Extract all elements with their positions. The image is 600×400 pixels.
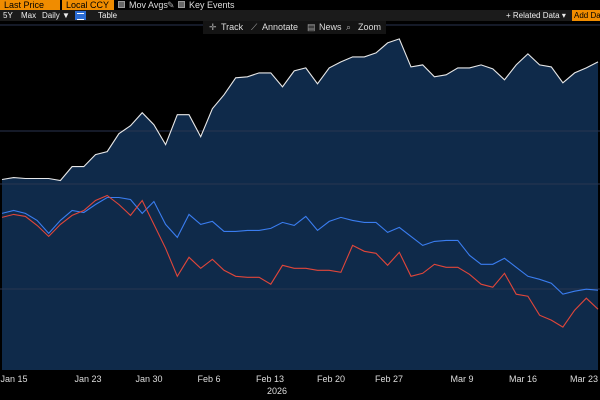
annotate-button[interactable]: Annotate: [262, 22, 299, 32]
chart-tool-strip: ✛ Track ⟋ Annotate ▤ News ⌕ Zoom: [203, 21, 386, 34]
pencil-icon[interactable]: ✎: [167, 0, 175, 10]
x-axis-year-label: 2026: [266, 386, 288, 396]
price-field-select[interactable]: Last Price: [0, 0, 60, 10]
key-events-checkbox[interactable]: [178, 1, 185, 8]
series-line-2: [1, 196, 599, 295]
news-button[interactable]: News: [319, 22, 342, 32]
crosshair-icon[interactable]: ✛: [209, 22, 217, 32]
table-button[interactable]: Table: [98, 11, 118, 20]
top-toolbar: Last Price Local CCY Mov Avgs ✎ Key Even…: [0, 0, 600, 10]
x-tick-label: Mar 16: [508, 374, 538, 384]
x-tick-label: Jan 30: [135, 374, 163, 384]
zoom-icon[interactable]: ⌕: [346, 22, 352, 32]
x-tick-label: Mar 23: [569, 374, 599, 384]
range-toolbar: 5Y Max Daily ▼ Table + Related Data ▾ Ad…: [0, 10, 600, 21]
x-tick-label: Feb 27: [374, 374, 404, 384]
series-line-3: [1, 194, 599, 328]
mov-avgs-label: Mov Avgs: [129, 0, 168, 10]
x-axis: Jan 15 Jan 23 Jan 30 Feb 6 Feb 13 Feb 20…: [0, 370, 600, 400]
news-icon[interactable]: ▤: [307, 22, 316, 32]
x-tick-label: Jan 23: [74, 374, 102, 384]
zoom-button[interactable]: Zoom: [358, 22, 382, 32]
period-select[interactable]: Daily ▼: [42, 11, 70, 20]
add-data-button[interactable]: Add Data: [572, 10, 600, 21]
track-button[interactable]: Track: [221, 22, 244, 32]
annotate-icon[interactable]: ⟋: [251, 22, 258, 32]
key-events-label: Key Events: [189, 0, 235, 10]
related-data-button[interactable]: + Related Data ▾: [506, 11, 566, 20]
mov-avgs-checkbox[interactable]: [118, 1, 125, 8]
currency-select[interactable]: Local CCY: [62, 0, 114, 10]
price-area-fill: [2, 38, 598, 370]
table-icon[interactable]: [75, 11, 86, 20]
range-max[interactable]: Max: [21, 11, 37, 20]
x-tick-label: Feb 6: [197, 374, 221, 384]
x-tick-label: Feb 20: [316, 374, 346, 384]
series-line-1: [1, 38, 599, 182]
price-chart[interactable]: [0, 21, 600, 370]
x-tick-label: Feb 13: [255, 374, 285, 384]
x-tick-label: Mar 9: [450, 374, 474, 384]
range-5y[interactable]: 5Y: [3, 11, 13, 20]
x-tick-label: Jan 15: [0, 374, 28, 384]
